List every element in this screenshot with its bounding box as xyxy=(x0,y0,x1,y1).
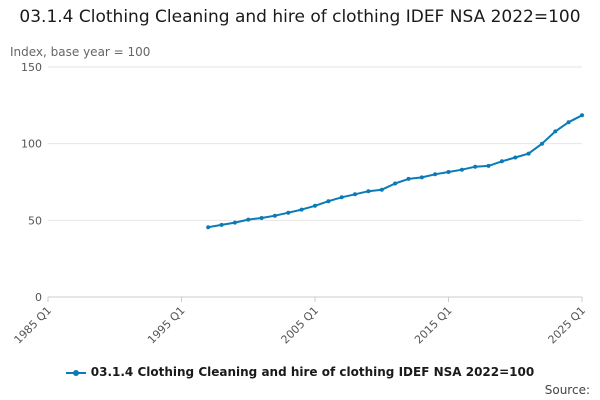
x-tick-label: 1995 Q1 xyxy=(145,304,188,347)
y-tick-label: 150 xyxy=(21,61,42,74)
legend[interactable]: 03.1.4 Clothing Cleaning and hire of clo… xyxy=(0,365,600,379)
data-point[interactable] xyxy=(540,141,544,146)
data-point[interactable] xyxy=(419,175,424,180)
legend-swatch xyxy=(65,368,86,378)
data-point[interactable] xyxy=(206,225,211,230)
series-line-0 xyxy=(208,114,583,229)
y-tick-labels: 0 50 100 150 xyxy=(21,61,42,304)
series-group xyxy=(206,113,584,230)
data-point[interactable] xyxy=(219,222,224,227)
data-point[interactable] xyxy=(286,210,291,215)
data-point[interactable] xyxy=(326,199,331,204)
y-axis-label: Index, base year = 100 xyxy=(10,45,151,59)
x-tick-label: 2005 Q1 xyxy=(279,304,322,347)
y-tick-label: 0 xyxy=(35,291,42,304)
data-point[interactable] xyxy=(379,187,384,192)
data-point[interactable] xyxy=(232,220,237,225)
x-tick-label: 1985 Q1 xyxy=(12,304,55,347)
x-tick-label: 2015 Q1 xyxy=(412,304,455,347)
data-point[interactable] xyxy=(366,189,371,194)
data-point[interactable] xyxy=(272,213,277,218)
y-tick-label: 50 xyxy=(28,214,42,227)
y-tick-label: 100 xyxy=(21,138,42,151)
data-point[interactable] xyxy=(259,216,264,220)
grid-lines xyxy=(48,66,582,298)
legend-label: 03.1.4 Clothing Cleaning and hire of clo… xyxy=(90,365,535,379)
data-point[interactable] xyxy=(526,151,531,156)
data-point[interactable] xyxy=(473,164,478,169)
data-point[interactable] xyxy=(566,120,571,125)
data-point[interactable] xyxy=(313,203,317,208)
data-point[interactable] xyxy=(299,207,304,212)
data-point[interactable] xyxy=(580,113,584,118)
source-link[interactable]: Source: xyxy=(544,383,590,397)
data-point[interactable] xyxy=(553,129,558,134)
data-point[interactable] xyxy=(446,170,451,174)
data-point[interactable] xyxy=(459,167,464,172)
data-point[interactable] xyxy=(513,155,518,160)
data-point[interactable] xyxy=(393,181,398,186)
x-tick-labels: 1985 Q1 1995 Q1 2005 Q1 2015 Q1 2025 Q1 xyxy=(12,297,589,347)
data-point[interactable] xyxy=(486,163,491,168)
data-point[interactable] xyxy=(246,217,251,222)
x-tick-label: 2025 Q1 xyxy=(546,304,589,347)
chart-title: 03.1.4 Clothing Cleaning and hire of clo… xyxy=(19,7,581,27)
data-point[interactable] xyxy=(353,192,357,197)
data-point[interactable] xyxy=(433,172,438,177)
data-point[interactable] xyxy=(339,195,344,200)
data-point[interactable] xyxy=(499,159,504,164)
data-point[interactable] xyxy=(406,176,411,181)
